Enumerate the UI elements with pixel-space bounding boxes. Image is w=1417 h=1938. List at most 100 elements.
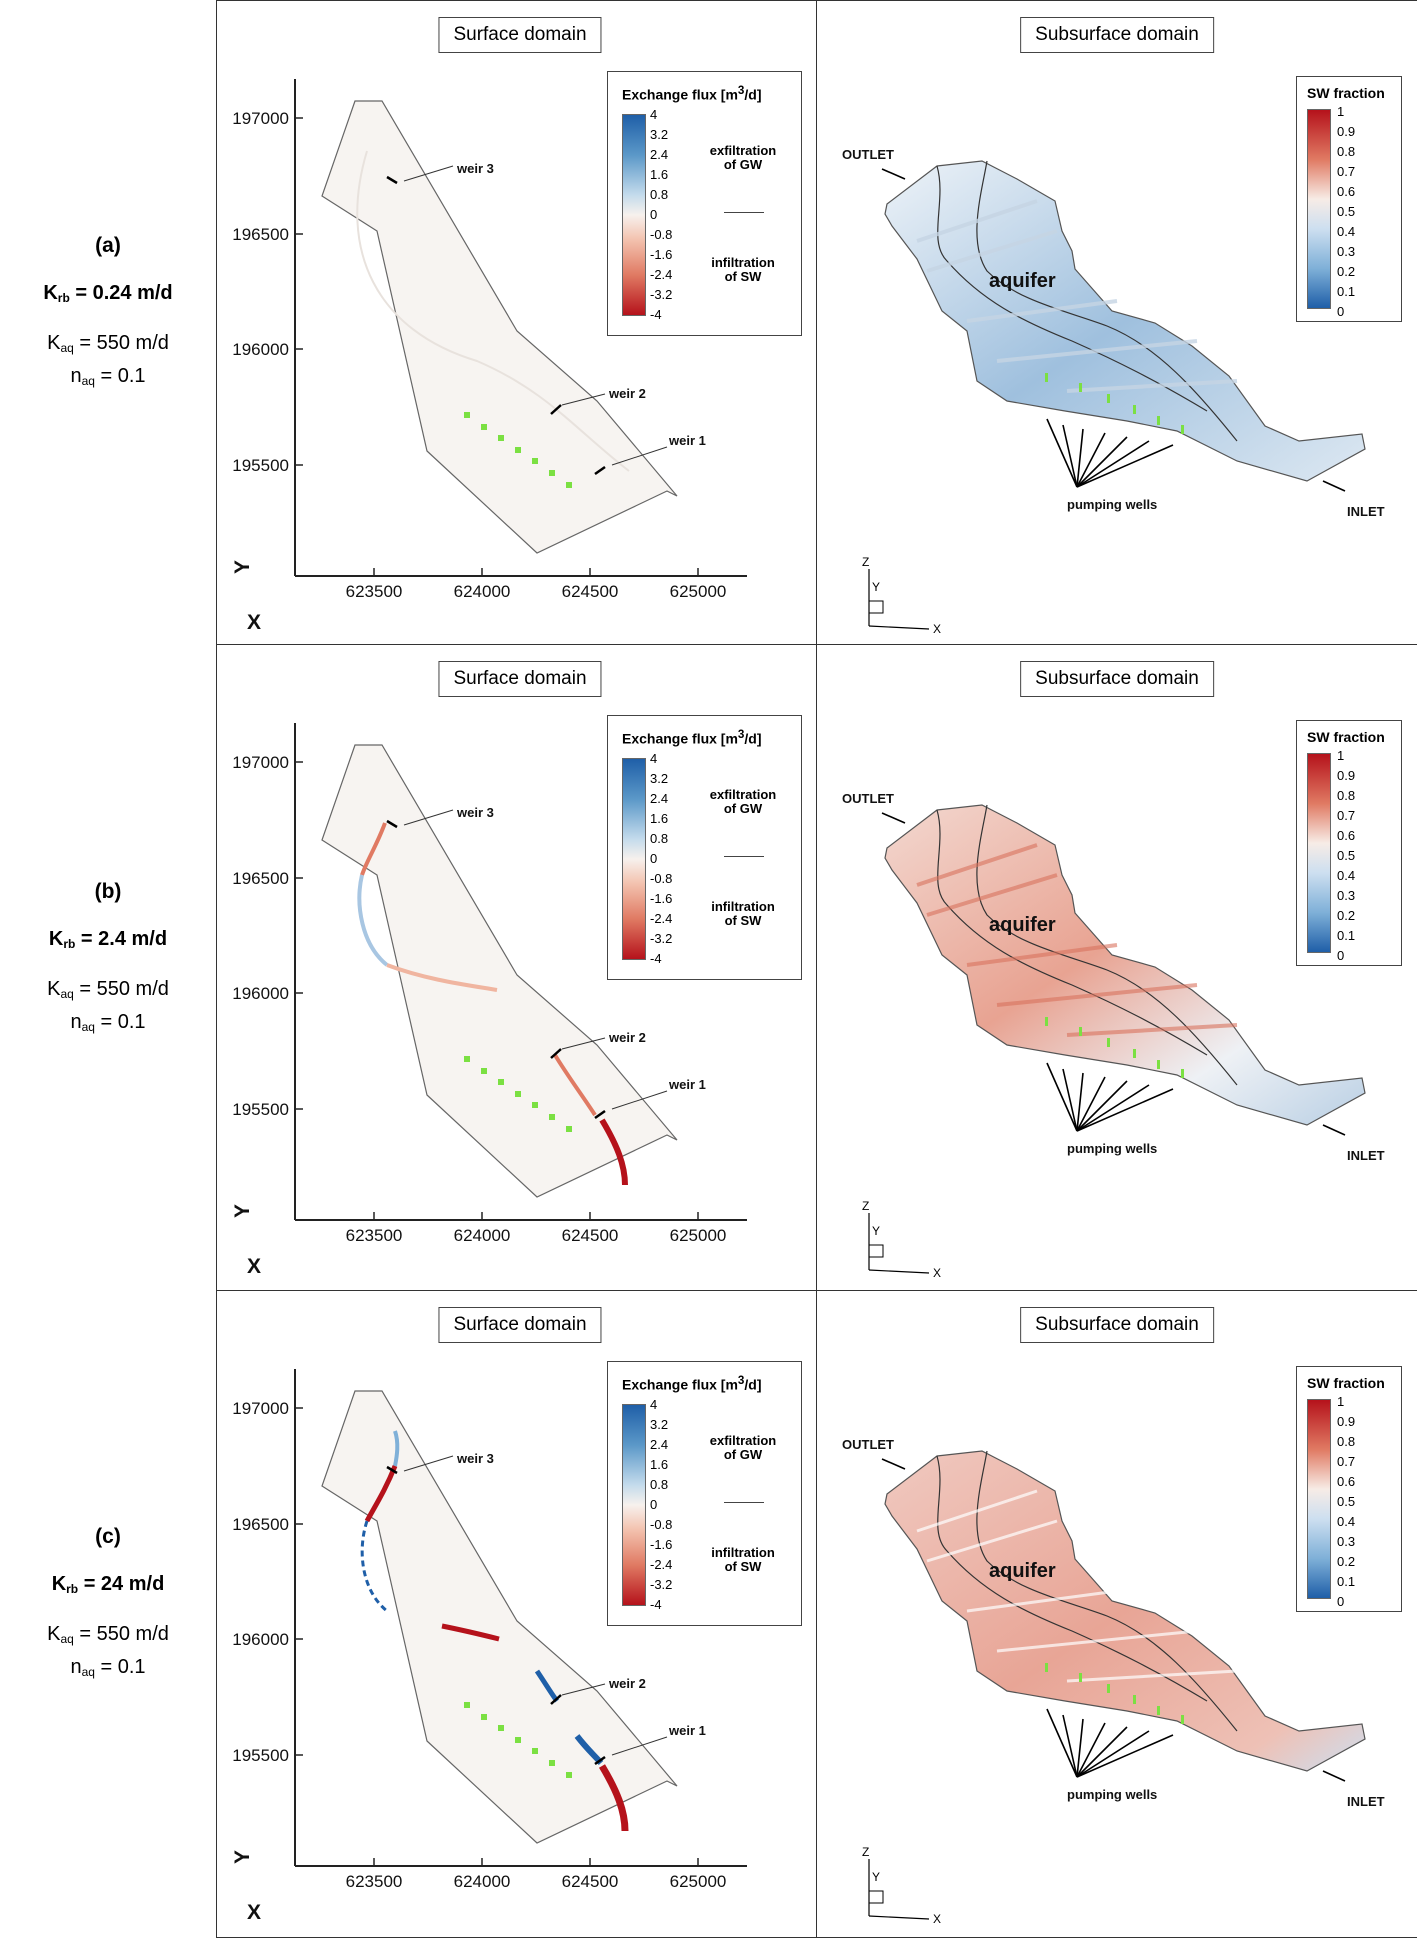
flux-band-infiltration — [599, 1118, 628, 1186]
legend-tick: 0.2 — [1337, 1554, 1356, 1569]
well-marker — [498, 435, 504, 441]
legend-tick: 0.6 — [1337, 184, 1356, 199]
legend-tick: 1.6 — [650, 167, 669, 182]
x-tick: 624500 — [562, 582, 619, 601]
flux-band-infiltration — [553, 1053, 597, 1117]
axis-y: Y — [872, 580, 880, 594]
axis-z: Z — [862, 1845, 869, 1859]
well-marker — [498, 1079, 504, 1085]
well-marker — [1045, 1017, 1048, 1026]
weir-1-label: weir 1 — [668, 1723, 706, 1738]
legend-divider — [724, 1502, 764, 1503]
sw-legend: SW fraction 1 0.9 0.8 0.7 0.6 0.5 0.4 0.… — [1296, 1366, 1402, 1612]
x-tick: 624000 — [454, 1872, 511, 1891]
axis-triad: Z Y X — [862, 1845, 941, 1926]
flux-band-exfiltration — [357, 874, 389, 967]
well-marker — [1107, 394, 1110, 403]
well-marker — [1157, 1706, 1160, 1715]
inlet-label: INLET — [1347, 1148, 1385, 1163]
well-marker — [1181, 1069, 1184, 1078]
flux-band-exfiltration — [393, 1430, 400, 1467]
x-tick: 625000 — [670, 1872, 727, 1891]
subsurface-model-c: pumping wells aquifer OUTLET INLET Z Y X — [842, 1437, 1385, 1926]
legend-tick: 0.8 — [650, 1477, 669, 1492]
legend-tick: -4 — [650, 951, 662, 966]
inlet-label: INLET — [1347, 504, 1385, 519]
surface-map-c: weir 3 weir 2 weir 1 197000 196500 19600… — [231, 1369, 747, 1924]
legend-tick: 4 — [650, 1397, 658, 1412]
axis-z: Z — [862, 1199, 869, 1213]
legend-tick: 0 — [1337, 304, 1345, 319]
weir-3-marker — [386, 175, 398, 185]
surface-domain — [321, 100, 678, 554]
well-marker — [1045, 1663, 1048, 1672]
y-tick: 196500 — [232, 869, 289, 888]
x-tick: 625000 — [670, 582, 727, 601]
wells-label: pumping wells — [1067, 1787, 1157, 1802]
flux-band-infiltration — [360, 822, 387, 876]
outlet-label: OUTLET — [842, 147, 894, 162]
x-axis-label: X — [247, 1255, 261, 1278]
panel-title: Surface domain — [438, 661, 602, 697]
row-tag: (b) — [94, 880, 122, 903]
row-tag: (a) — [95, 234, 121, 257]
aquifer-label: aquifer — [989, 270, 1056, 292]
well-marker — [1181, 425, 1184, 434]
legend-tick: 0 — [650, 207, 658, 222]
legend-tick: 0.4 — [1337, 868, 1356, 883]
aquifer-params: Kaq = 550 m/d naq = 0.1 — [47, 978, 169, 1034]
well-arrows — [1046, 1062, 1174, 1132]
well-marker — [1079, 1673, 1082, 1682]
legend-tick: -3.2 — [650, 287, 673, 302]
legend-tick: 0 — [1337, 948, 1345, 963]
infiltration-note: infiltration of SW — [711, 899, 775, 928]
y-tick: 197000 — [232, 109, 289, 128]
surface-domain — [321, 1390, 678, 1844]
weir-3-label: weir 3 — [456, 1451, 494, 1466]
weir-3-label: weir 3 — [456, 805, 494, 820]
y-tick: 196000 — [232, 340, 289, 359]
weir-1-label: weir 1 — [668, 433, 706, 448]
well-marker — [1045, 373, 1048, 382]
flux-legend: Exchange flux [m3/d] 4 3.2 2.4 1.6 0.8 0… — [607, 71, 802, 336]
well-marker — [464, 1056, 470, 1062]
well-marker — [1157, 416, 1160, 425]
y-tick: 196000 — [232, 1630, 289, 1649]
legend-tick: 0.7 — [1337, 164, 1356, 179]
legend-tick: -2.4 — [650, 1557, 673, 1572]
legend-tick: 0.8 — [1337, 1434, 1356, 1449]
aquifer-params: Kaq = 550 m/d naq = 0.1 — [47, 1623, 169, 1679]
x-tick: 623500 — [346, 1872, 403, 1891]
legend-tick: -3.2 — [650, 931, 673, 946]
flux-band-infiltration — [598, 1764, 629, 1832]
krb-value: Krb = 2.4 m/d — [48, 928, 168, 951]
sw-colorbar — [1307, 1399, 1331, 1599]
well-arrows — [1046, 1708, 1174, 1778]
wells-label: pumping wells — [1067, 1141, 1157, 1156]
x-axis-label: X — [247, 1901, 261, 1924]
weir-2-label: weir 2 — [608, 1030, 646, 1045]
row-label-b: (b) Krb = 2.4 m/d Kaq = 550 m/d naq = 0.… — [0, 880, 216, 1041]
legend-tick: 0.2 — [1337, 264, 1356, 279]
legend-tick: 1 — [1337, 1394, 1345, 1409]
inlet-label: INLET — [1347, 1794, 1385, 1809]
legend-tick: 3.2 — [650, 127, 669, 142]
legend-title: SW fraction — [1307, 85, 1385, 101]
legend-tick: 0.2 — [1337, 908, 1356, 923]
well-marker — [566, 482, 572, 488]
legend-tick: 0 — [650, 851, 658, 866]
well-marker — [498, 1725, 504, 1731]
legend-tick: -0.8 — [650, 227, 673, 242]
flux-band-infiltration — [386, 963, 498, 992]
x-tick: 624500 — [562, 1226, 619, 1245]
infiltration-note: infiltration of SW — [711, 255, 775, 284]
x-tick: 624000 — [454, 1226, 511, 1245]
flux-legend: Exchange flux [m3/d] 4 3.2 2.4 1.6 0.8 0… — [607, 715, 802, 980]
legend-tick: 0 — [1337, 1594, 1345, 1609]
outlet-label: OUTLET — [842, 791, 894, 806]
legend-tick: 0.8 — [650, 831, 669, 846]
legend-divider — [724, 856, 764, 857]
legend-tick: 1.6 — [650, 811, 669, 826]
x-tick: 625000 — [670, 1226, 727, 1245]
panel-title: Subsurface domain — [1020, 661, 1214, 697]
